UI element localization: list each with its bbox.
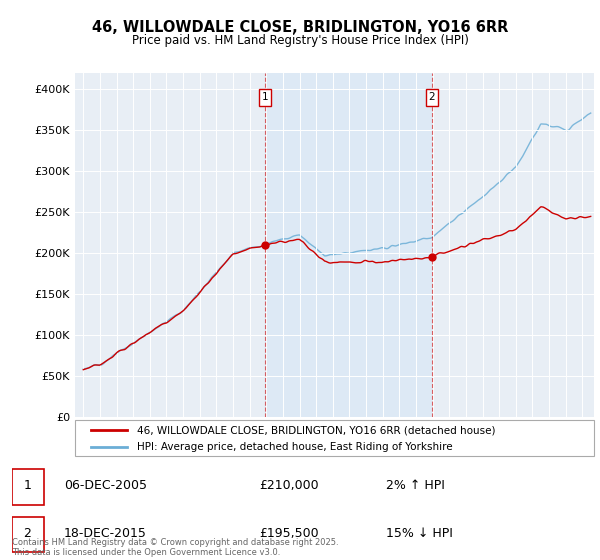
Text: 46, WILLOWDALE CLOSE, BRIDLINGTON, YO16 6RR: 46, WILLOWDALE CLOSE, BRIDLINGTON, YO16 … bbox=[92, 20, 508, 35]
Text: £210,000: £210,000 bbox=[260, 479, 319, 492]
Text: 15% ↓ HPI: 15% ↓ HPI bbox=[386, 527, 453, 540]
Text: Price paid vs. HM Land Registry's House Price Index (HPI): Price paid vs. HM Land Registry's House … bbox=[131, 34, 469, 46]
Bar bbox=[12, 469, 44, 505]
Text: Contains HM Land Registry data © Crown copyright and database right 2025.
This d: Contains HM Land Registry data © Crown c… bbox=[12, 538, 338, 557]
Text: 18-DEC-2015: 18-DEC-2015 bbox=[64, 527, 147, 540]
Text: 2: 2 bbox=[23, 527, 31, 540]
Bar bbox=[12, 516, 44, 552]
Text: HPI: Average price, detached house, East Riding of Yorkshire: HPI: Average price, detached house, East… bbox=[137, 442, 453, 452]
Text: 1: 1 bbox=[262, 92, 268, 102]
Text: £195,500: £195,500 bbox=[260, 527, 319, 540]
Text: 2: 2 bbox=[428, 92, 435, 102]
Text: 1: 1 bbox=[23, 479, 31, 492]
Bar bbox=[265, 73, 432, 417]
Text: 46, WILLOWDALE CLOSE, BRIDLINGTON, YO16 6RR (detached house): 46, WILLOWDALE CLOSE, BRIDLINGTON, YO16 … bbox=[137, 425, 496, 435]
Text: 06-DEC-2005: 06-DEC-2005 bbox=[64, 479, 147, 492]
Text: 2% ↑ HPI: 2% ↑ HPI bbox=[386, 479, 445, 492]
